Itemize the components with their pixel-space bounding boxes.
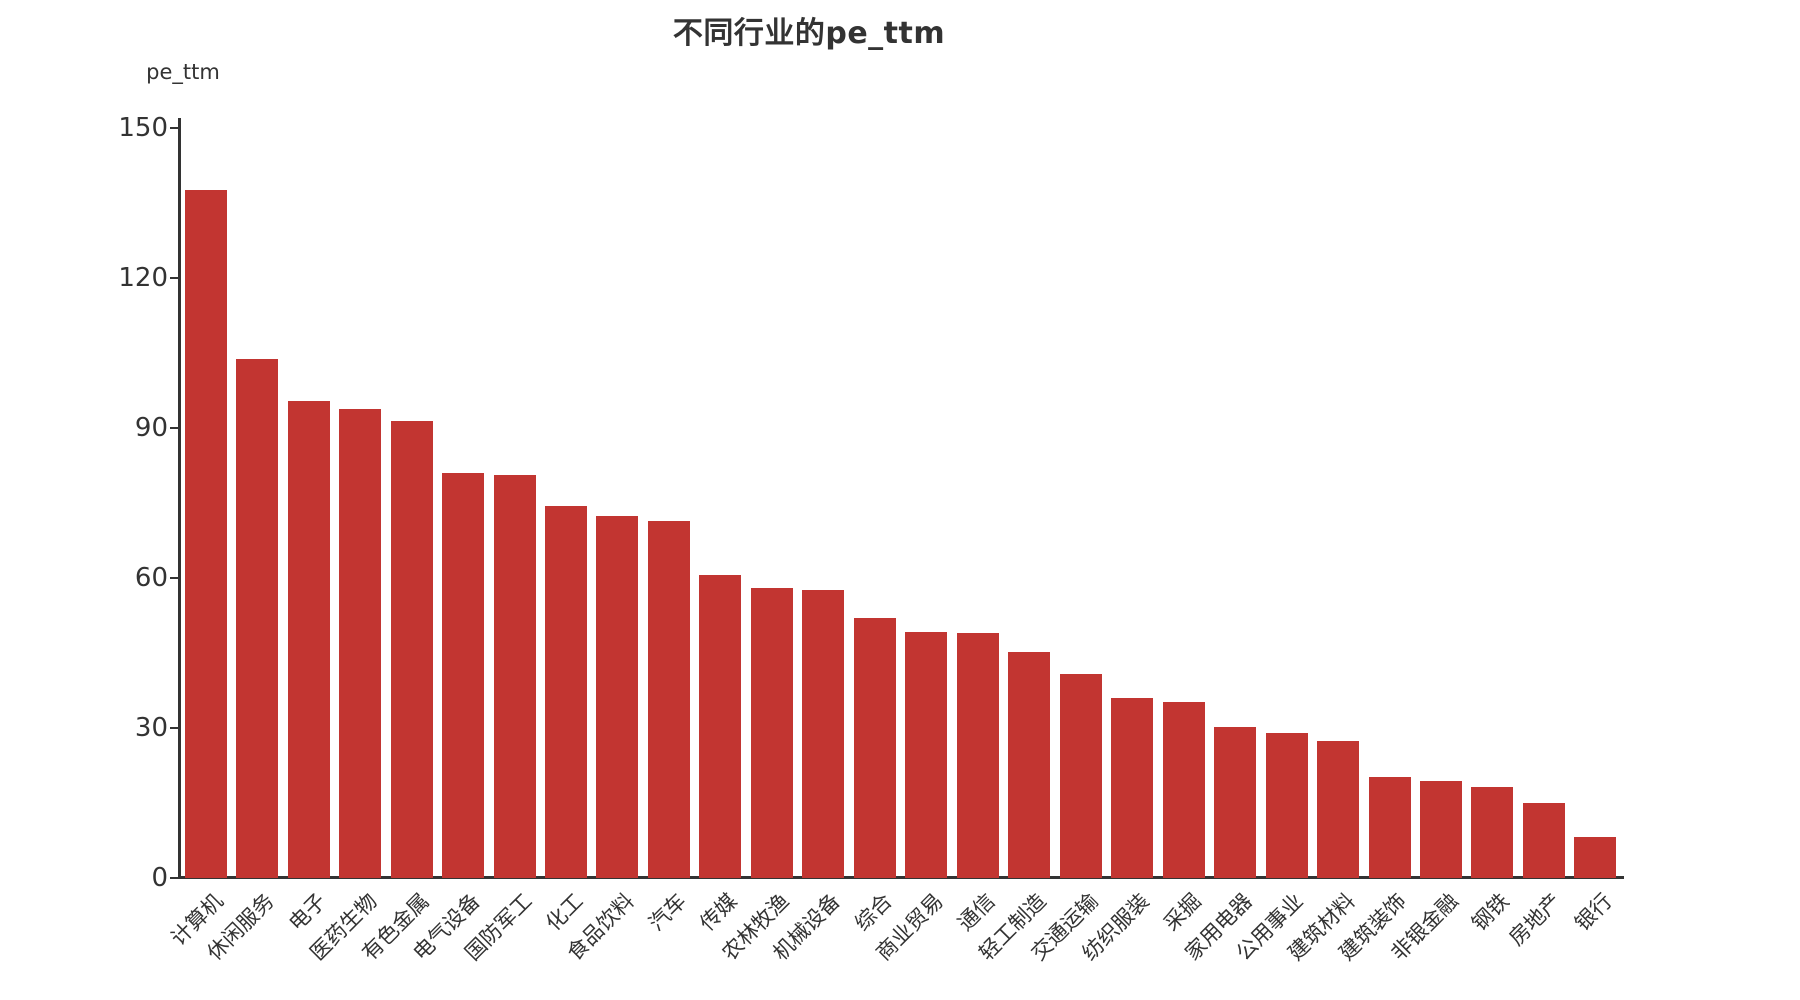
bar-非银金融[interactable] [1419,781,1462,878]
bar-slot [1004,128,1055,878]
plot-area [180,128,1621,878]
x-axis-label: 汽车 [644,888,691,936]
bar-slot [489,128,540,878]
bar-有色金属[interactable] [390,421,433,878]
bar-商业贸易[interactable] [905,632,948,878]
y-tick-label: 60 [134,563,168,593]
bar-交通运输[interactable] [1059,674,1102,878]
bar-slot [437,128,488,878]
bar-传媒[interactable] [699,575,742,878]
bar-slot [1158,128,1209,878]
bar-公用事业[interactable] [1265,733,1308,878]
bar-农林牧渔[interactable] [750,588,793,878]
bar-医药生物[interactable] [339,409,382,878]
bar-纺织服装[interactable] [1111,698,1154,878]
bar-家用电器[interactable] [1214,727,1257,878]
bar-建筑装饰[interactable] [1368,777,1411,878]
bar-slot [798,128,849,878]
bar-slot [180,128,231,878]
x-axis-label: 房地产 [1504,888,1566,951]
y-tick-label: 150 [118,113,168,143]
bar-化工[interactable] [545,506,588,878]
bar-slot [849,128,900,878]
y-tick-label: 0 [151,863,168,893]
y-tick-label: 90 [134,413,168,443]
bar-slot [1570,128,1621,878]
bar-机械设备[interactable] [802,590,845,878]
bar-slot [643,128,694,878]
y-tick-label: 30 [134,713,168,743]
bar-slot [1106,128,1157,878]
x-axis-label: 银行 [1570,888,1618,936]
bar-国防军工[interactable] [493,475,536,878]
bar-slot [334,128,385,878]
bar-轻工制造[interactable] [1008,652,1051,878]
y-axis-line [178,118,181,878]
bar-slot [1518,128,1569,878]
y-tick-mark [170,877,179,879]
bar-slot [283,128,334,878]
bar-slot [1415,128,1466,878]
bar-slot [695,128,746,878]
bar-休闲服务[interactable] [236,359,279,878]
bar-slot [1364,128,1415,878]
bar-银行[interactable] [1574,837,1617,878]
bar-slot [1055,128,1106,878]
x-axis-line [178,876,1624,879]
y-tick-mark [170,127,179,129]
bar-综合[interactable] [853,618,896,878]
bar-电子[interactable] [287,401,330,878]
y-tick-mark [170,577,179,579]
bar-slot [1209,128,1260,878]
bar-房地产[interactable] [1522,803,1565,878]
y-tick-mark [170,727,179,729]
y-tick-mark [170,277,179,279]
bar-建筑材料[interactable] [1317,741,1360,878]
bar-计算机[interactable] [184,190,227,878]
y-tick-mark [170,427,179,429]
bar-钢铁[interactable] [1471,787,1514,878]
bar-slot [746,128,797,878]
bar-slot [592,128,643,878]
bar-slot [1467,128,1518,878]
bar-slot [386,128,437,878]
bar-汽车[interactable] [647,521,690,878]
bar-slot [231,128,282,878]
bar-slot [901,128,952,878]
bar-slot [1312,128,1363,878]
chart-title: 不同行业的pe_ttm [672,16,946,51]
bar-slot [1261,128,1312,878]
bar-采掘[interactable] [1162,702,1205,878]
bar-通信[interactable] [956,633,999,878]
y-axis-name: pe_ttm [146,60,220,84]
bar-食品饮料[interactable] [596,516,639,878]
bar-slot [952,128,1003,878]
bar-电气设备[interactable] [442,473,485,878]
bar-slot [540,128,591,878]
y-tick-label: 120 [118,263,168,293]
